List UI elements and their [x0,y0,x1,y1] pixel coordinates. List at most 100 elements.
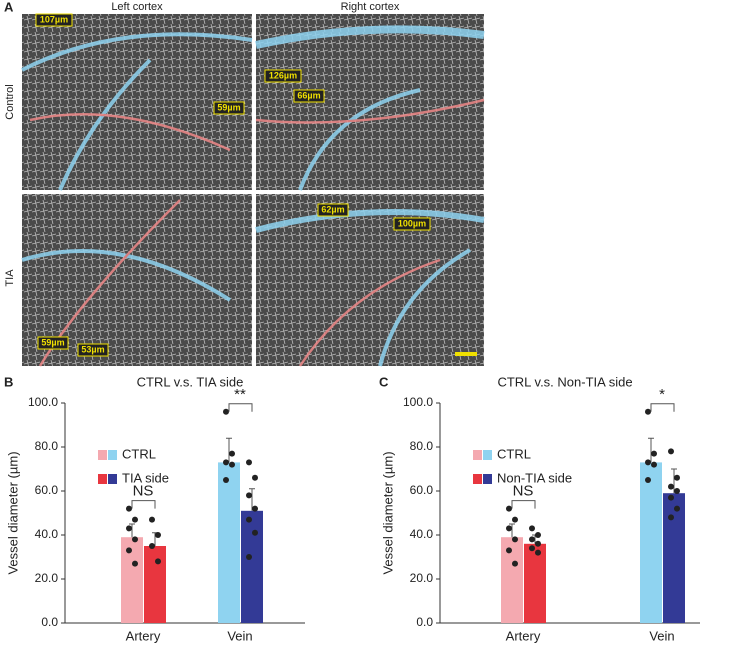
y-tick-label: 40.0 [35,527,59,541]
svg-text:66µm: 66µm [297,90,320,100]
legend-swatch [98,474,107,484]
data-point [132,516,138,523]
y-tick-label: 60.0 [35,483,59,497]
data-point [668,514,674,521]
data-point [645,459,651,466]
data-point [668,483,674,490]
data-point [674,488,680,494]
data-point [155,532,161,538]
bar [218,462,240,623]
measurement: 53µm [77,343,109,357]
error-bar [226,437,232,463]
data-point [645,477,651,483]
legend-swatch [108,450,117,460]
svg-text:126µm: 126µm [269,70,297,80]
data-point [512,516,518,523]
svg-text:107µm: 107µm [40,14,68,24]
error-bar [249,488,255,511]
data-point [132,560,138,567]
data-point [149,543,155,549]
legend-swatch [483,474,492,484]
y-tick-label: 60.0 [410,483,434,497]
significance-label: NS [133,483,154,500]
y-tick-label: 20.0 [410,571,434,585]
y-axis-label: Vessel diameter (µm) [5,451,20,574]
legend-label: Non-TIA side [497,470,572,485]
svg-text:59µm: 59µm [217,102,240,112]
legend-label: TIA side [122,470,169,485]
column-label: Right cortex [341,1,400,13]
column-label: Left cortex [111,1,163,13]
row-label: Control [4,84,16,119]
y-tick-label: 40.0 [410,527,434,541]
error-bar [648,437,654,463]
data-point [229,450,235,457]
data-point [149,516,155,523]
measurement: 107µm [35,13,73,27]
data-point [223,408,229,415]
panel-label: A [4,0,14,14]
svg-text:100µm: 100µm [398,218,426,228]
data-point [252,529,258,536]
x-tick-label: Vein [649,628,674,643]
significance-label: ** [234,386,246,403]
data-point [126,525,132,532]
significance-label: * [659,386,665,403]
data-point [668,448,674,455]
data-point [674,474,680,481]
chart-title: CTRL v.s. TIA side [137,374,244,389]
bar [663,493,685,623]
data-point [223,477,229,483]
data-point [155,558,161,565]
svg-text:59µm: 59µm [41,337,64,347]
data-point [132,536,138,543]
data-point [252,505,258,512]
y-tick-label: 0.0 [416,615,433,629]
data-point [535,540,541,547]
bar [524,543,546,623]
bar [144,546,166,623]
error-bar [671,468,677,494]
data-point [246,554,252,560]
data-point [529,525,535,532]
legend-swatch [98,450,107,460]
x-tick-label: Vein [227,628,252,643]
y-tick-label: 80.0 [410,439,434,453]
panel-label: B [4,374,13,389]
legend-label: CTRL [122,446,156,461]
measurement: 66µm [293,89,325,103]
legend-swatch [473,450,482,460]
data-point [126,505,132,512]
measurement: 59µm [37,336,69,350]
panel-label: C [379,374,389,389]
bar [241,510,263,623]
measurement: 62µm [317,203,349,217]
data-point [252,474,258,481]
bar [640,462,662,623]
data-point [645,408,651,415]
y-tick-label: 20.0 [35,571,59,585]
row-label: TIA [4,269,16,287]
y-tick-label: 100.0 [28,395,58,409]
data-point [512,560,518,567]
bar [501,537,523,623]
legend-swatch [108,474,117,484]
measurement: 100µm [393,217,431,231]
y-tick-label: 0.0 [41,615,58,629]
svg-text:62µm: 62µm [321,204,344,214]
bar [121,537,143,623]
data-point [529,545,535,552]
significance-bracket [650,403,675,412]
data-point [229,461,235,468]
data-point [535,549,541,556]
chart-title: CTRL v.s. Non-TIA side [497,374,632,389]
data-point [246,459,252,466]
data-point [674,505,680,512]
data-point [246,516,252,523]
data-point [651,450,657,457]
data-point [506,505,512,512]
data-point [126,547,132,554]
svg-text:53µm: 53µm [81,344,104,354]
micrographs [21,14,485,367]
